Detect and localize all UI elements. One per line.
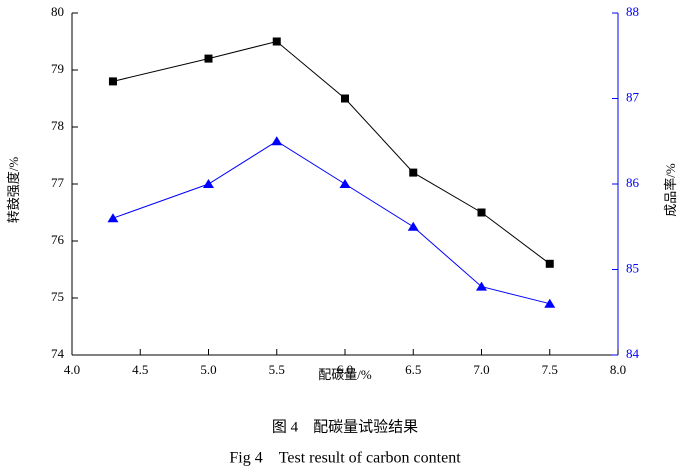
y-tick-label: 76 bbox=[51, 232, 65, 247]
y-tick-label: 74 bbox=[51, 346, 65, 361]
marker bbox=[108, 77, 117, 86]
x-tick-label: 4.5 bbox=[132, 362, 148, 377]
marker bbox=[341, 94, 349, 103]
marker bbox=[204, 54, 213, 63]
y2-tick-label: 86 bbox=[626, 175, 640, 190]
marker bbox=[545, 259, 554, 268]
series-line bbox=[112, 40, 551, 265]
marker bbox=[409, 168, 418, 177]
marker bbox=[339, 179, 351, 188]
marker bbox=[477, 208, 486, 217]
y2-tick-label: 88 bbox=[626, 4, 639, 19]
caption: Fig 4 Test result of carbon content bbox=[229, 450, 461, 467]
caption: 图 4 配碳量试验结果 bbox=[272, 418, 418, 435]
x-tick-label: 4.0 bbox=[64, 362, 80, 377]
x-tick-label: 5.5 bbox=[269, 362, 285, 377]
y2-axis-title: 成品率/% bbox=[663, 163, 678, 217]
series-line bbox=[112, 140, 550, 305]
y2-tick-label: 84 bbox=[626, 346, 640, 361]
x-tick-label: 6.0 bbox=[337, 362, 353, 377]
y-tick-label: 80 bbox=[51, 4, 64, 19]
y-tick-label: 77 bbox=[51, 175, 65, 190]
marker bbox=[272, 37, 281, 46]
x-tick-label: 6.5 bbox=[405, 362, 421, 377]
x-axis-title: 配碳量/% bbox=[318, 367, 372, 382]
marker bbox=[107, 213, 119, 223]
marker bbox=[476, 281, 487, 291]
x-tick-label: 7.5 bbox=[542, 362, 558, 377]
x-tick-label: 8.0 bbox=[610, 362, 626, 377]
y2-tick-label: 85 bbox=[626, 260, 639, 275]
y2-tick-label: 87 bbox=[626, 89, 640, 104]
y-axis-title: 转鼓强度/% bbox=[6, 157, 21, 224]
marker bbox=[271, 136, 283, 146]
marker bbox=[407, 221, 419, 231]
y-tick-label: 79 bbox=[51, 61, 64, 76]
marker bbox=[203, 179, 214, 188]
y-tick-label: 75 bbox=[51, 289, 64, 304]
x-tick-label: 5.0 bbox=[200, 362, 216, 377]
y-tick-label: 78 bbox=[51, 118, 64, 133]
marker bbox=[544, 298, 556, 308]
x-tick-label: 7.0 bbox=[473, 362, 489, 377]
